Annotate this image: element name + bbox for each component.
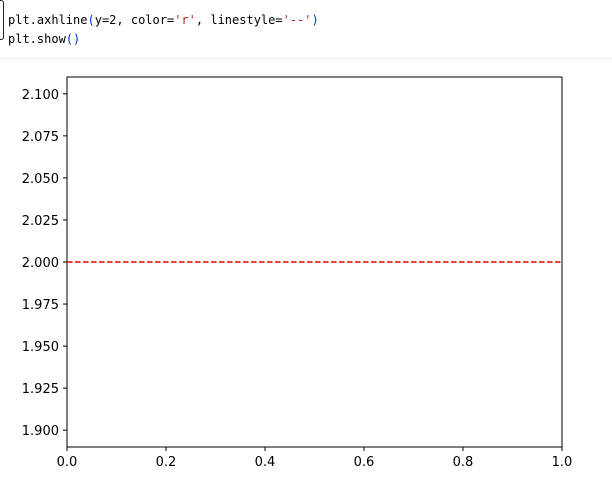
x-tick-label: 0.4 — [255, 455, 276, 470]
x-tick-label: 1.0 — [552, 455, 573, 470]
x-tick-label: 0.2 — [156, 455, 177, 470]
code-token: '--' — [282, 13, 312, 27]
y-tick-label: 2.025 — [22, 214, 59, 229]
x-tick-label: 0.8 — [453, 455, 474, 470]
y-tick-label: 2.075 — [22, 130, 59, 145]
code-editor[interactable]: plt.axhline(y=2, color='r', linestyle='-… — [8, 11, 319, 49]
code-token: plt.axhline — [8, 13, 88, 27]
code-cell[interactable]: plt.axhline(y=2, color='r', linestyle='-… — [0, 0, 612, 59]
code-token: , linestyle= — [195, 13, 283, 27]
code-token: ( — [87, 13, 95, 27]
code-token: 'r' — [174, 13, 196, 27]
x-tick-label: 0.0 — [57, 455, 78, 470]
x-tick-label: 0.6 — [354, 455, 375, 470]
cell-marker — [0, 0, 4, 40]
code-line: plt.axhline(y=2, color='r', linestyle='-… — [8, 11, 319, 30]
code-line: plt.show() — [8, 30, 319, 49]
y-tick-label: 1.925 — [22, 382, 59, 397]
code-token: ) — [311, 13, 319, 27]
code-token: plt.show — [8, 32, 66, 46]
y-tick-label: 1.975 — [22, 298, 59, 313]
y-tick-label: 2.000 — [22, 256, 59, 271]
code-token: y=2, color= — [94, 13, 175, 27]
code-token: () — [65, 32, 81, 46]
y-tick-label: 2.050 — [22, 172, 59, 187]
y-tick-label: 1.950 — [22, 340, 59, 355]
y-tick-label: 2.100 — [22, 88, 59, 103]
y-tick-label: 1.900 — [22, 424, 59, 439]
